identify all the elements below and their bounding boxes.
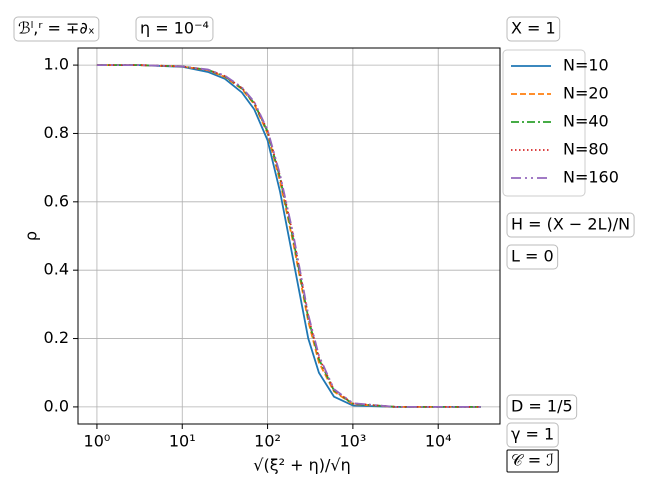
y-tick-label: 0.6: [44, 191, 69, 210]
plot-frame: [77, 47, 501, 425]
legend-box: [502, 49, 586, 197]
annotation: 𝒞 = ℐ: [511, 451, 554, 470]
x-tick-label: 10¹: [169, 432, 196, 451]
y-axis-label: ρ: [22, 231, 41, 241]
x-tick-label: 10⁰: [84, 432, 111, 451]
x-tick-label: 10³: [339, 432, 366, 451]
legend-label: N=80: [563, 140, 609, 159]
annotation-box: [506, 212, 635, 238]
annotation: D = 1/5: [511, 397, 573, 416]
data-line: [96, 64, 481, 408]
annotation: η = 10⁻⁴: [140, 19, 209, 38]
annotation-box: [506, 16, 561, 42]
legend-label: N=160: [563, 168, 619, 187]
y-tick-label: 0.0: [44, 396, 69, 415]
annotation: X = 1: [511, 19, 556, 38]
annotation: L = 0: [511, 247, 554, 266]
annotation-box: [506, 244, 559, 270]
y-tick-label: 0.8: [44, 123, 69, 142]
y-tick-label: 0.4: [44, 260, 69, 279]
annotation-box: [506, 422, 559, 448]
annotation: ℬˡ,ʳ = ∓∂ₓ: [18, 19, 95, 38]
legend-label: N=20: [563, 84, 609, 103]
y-tick-label: 1.0: [44, 55, 69, 74]
annotation-box: [506, 449, 559, 473]
data-line: [96, 64, 481, 408]
x-axis-label: √(ξ² + η)/√η: [253, 456, 350, 475]
x-tick-label: 10²: [254, 432, 281, 451]
legend-label: N=10: [563, 56, 609, 75]
legend-label: N=40: [563, 112, 609, 131]
x-tick-label: 10⁴: [425, 432, 452, 451]
annotation: γ = 1: [511, 425, 554, 444]
annotation-box: [506, 394, 578, 420]
y-tick-label: 0.2: [44, 328, 69, 347]
annotation-box: [135, 16, 214, 42]
annotation: H = (X − 2L)/N: [511, 215, 630, 234]
annotation-box: [13, 16, 100, 42]
